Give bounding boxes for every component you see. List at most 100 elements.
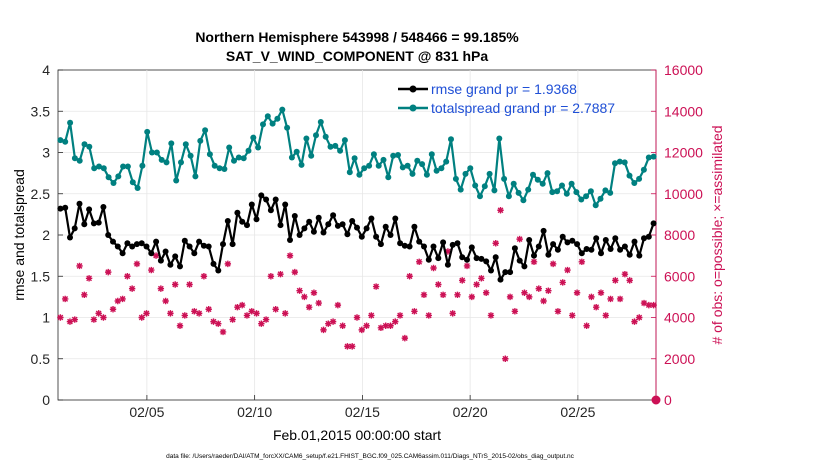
rmse-point: [239, 218, 246, 225]
obs-point: [186, 281, 193, 288]
rmse-point: [325, 221, 332, 228]
rmse-point: [521, 263, 528, 270]
rmse-point: [602, 237, 609, 243]
totalspread-point: [472, 182, 479, 189]
obs-point: [372, 283, 380, 290]
rmse-point: [406, 243, 413, 250]
obs-point: [583, 322, 590, 329]
obs-point: [128, 285, 136, 292]
totalspread-point: [173, 177, 180, 184]
rmse-point: [545, 251, 552, 258]
rmse-point: [296, 232, 303, 238]
rmse-point: [148, 250, 155, 257]
rmse-point: [373, 233, 380, 240]
rmse-point: [287, 237, 293, 243]
totalspread-point: [206, 151, 213, 158]
totalspread-point: [240, 155, 247, 162]
totalspread-point: [211, 162, 218, 169]
rmse-point: [129, 243, 136, 250]
obs-point: [511, 308, 519, 315]
rmse-point: [339, 221, 346, 228]
rmse-point: [133, 241, 140, 248]
obs-point: [597, 289, 605, 296]
rmse-point: [440, 239, 447, 246]
x-tick-label: 02/15: [345, 404, 380, 420]
obs-point: [607, 295, 614, 303]
obs-point: [133, 260, 141, 268]
totalspread-point: [592, 202, 599, 209]
rmse-point: [177, 263, 183, 270]
obs-point: [411, 308, 418, 315]
totalspread-point: [115, 173, 122, 180]
rmse-point: [411, 223, 418, 230]
obs-assimilated-series: [57, 207, 657, 362]
legend-spread-label: totalspread grand pr = 2.7887: [431, 100, 615, 116]
left-tick-label: 1.5: [31, 268, 51, 284]
rmse-point: [387, 232, 394, 238]
obs-point: [148, 266, 155, 274]
left-axis-label: rmse and totalspread: [11, 169, 27, 301]
obs-point: [631, 318, 638, 325]
obs-point: [396, 312, 404, 319]
obs-point: [296, 287, 303, 294]
totalspread-point: [481, 183, 488, 190]
totalspread-point: [414, 157, 421, 164]
rmse-point: [277, 222, 284, 229]
obs-point: [229, 316, 236, 323]
left-tick-label: 1: [42, 310, 50, 326]
rmse-point: [416, 238, 423, 245]
rmse-point: [248, 201, 255, 208]
totalspread-point: [62, 138, 69, 145]
totalspread-point: [457, 186, 464, 193]
obs-point: [195, 310, 203, 317]
obs-point: [200, 273, 208, 280]
totalspread-point: [385, 174, 392, 181]
totalspread-point: [539, 180, 546, 187]
rmse-point: [478, 255, 485, 262]
rmse-point: [459, 254, 466, 261]
rmse-point: [157, 257, 164, 264]
rmse-point: [81, 221, 88, 228]
rmse-point: [559, 233, 566, 240]
rmse-point: [421, 243, 427, 250]
obs-point: [444, 248, 452, 255]
rmse-point: [444, 261, 451, 268]
totalspread-point: [134, 185, 141, 191]
chart-title: Northern Hemisphere 543998 / 548466 = 99…: [195, 29, 519, 45]
totalspread-point: [520, 197, 527, 204]
totalspread-point: [491, 187, 498, 194]
totalspread-point: [525, 186, 532, 193]
legend-rmse-marker: [409, 85, 417, 93]
totalspread-point: [650, 153, 657, 160]
totalspread-point: [202, 127, 209, 134]
totalspread-point: [293, 148, 300, 155]
rmse-point: [464, 256, 470, 263]
totalspread-point: [395, 152, 401, 158]
totalspread-point: [351, 155, 358, 162]
totalspread-point: [645, 154, 652, 161]
obs-point: [61, 295, 69, 303]
rmse-point: [578, 250, 585, 257]
obs-point: [320, 326, 327, 334]
rmse-point: [76, 200, 83, 207]
obs-point: [109, 306, 117, 313]
rmse-series: [57, 192, 657, 283]
rmse-point: [531, 252, 537, 259]
obs-point: [545, 287, 552, 294]
obs-point: [593, 303, 600, 311]
totalspread-point: [182, 141, 189, 148]
rmse-point: [310, 228, 317, 235]
totalspread-point: [501, 175, 508, 182]
totalspread-series: [57, 106, 657, 209]
totalspread-point: [404, 162, 411, 169]
obs-point: [425, 312, 432, 319]
obs-point: [157, 285, 165, 292]
rmse-point: [588, 246, 595, 253]
obs-point: [502, 355, 509, 362]
rmse-point: [382, 223, 389, 230]
footer-data-file: data file: /Users/raeder/DAI/ATM_forcXX/…: [166, 453, 575, 460]
rmse-point: [186, 243, 193, 250]
totalspread-point: [313, 132, 319, 139]
rmse-point: [306, 218, 313, 225]
obs-point: [191, 308, 198, 315]
